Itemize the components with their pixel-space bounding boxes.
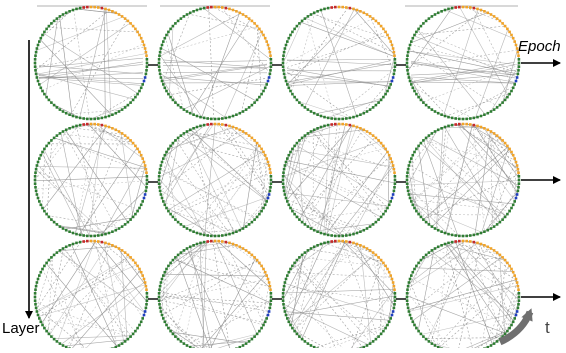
graph-circle-r3-c2 (158, 240, 273, 348)
graph-circle-r2-c1 (34, 123, 149, 238)
graph-circle-r1-c3 (282, 6, 397, 121)
graph-circle-r2-c3 (282, 123, 397, 238)
graph-circle-r3-c3 (282, 240, 397, 348)
graph-circle-r3-c1 (34, 240, 149, 348)
time-label: t (545, 318, 550, 338)
graph-circle-r3-c4 (406, 240, 521, 348)
layer-axis-label: Layer (2, 320, 40, 337)
graph-circle-r1-c1 (34, 6, 149, 121)
graph-circle-r2-c2 (158, 123, 273, 238)
epoch-axis-label: Epoch (518, 38, 561, 55)
graph-circle-r1-c2 (158, 6, 273, 121)
graph-circle-r1-c4 (406, 6, 521, 121)
graph-circle-r2-c4 (406, 123, 521, 238)
